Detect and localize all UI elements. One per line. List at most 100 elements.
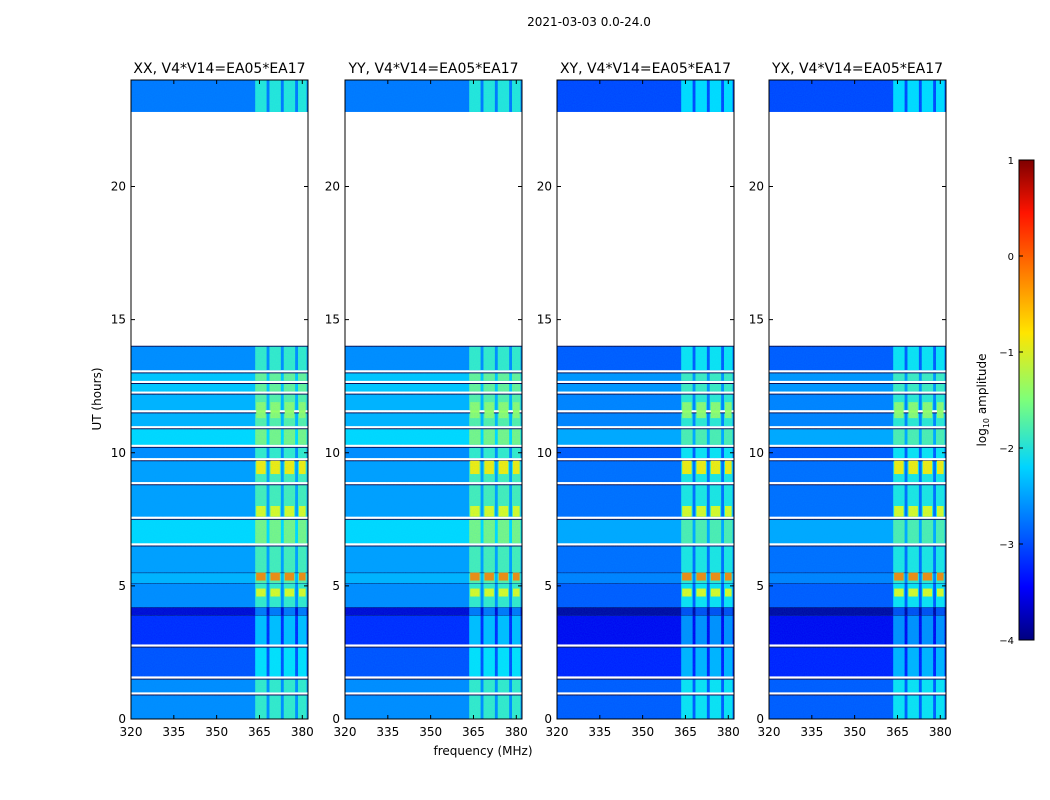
noise-overlay xyxy=(557,346,734,371)
noise-overlay xyxy=(557,647,734,677)
noise-overlay xyxy=(345,428,522,445)
x-tick-label: 335 xyxy=(588,725,611,739)
noise-overlay xyxy=(769,545,946,573)
noise-overlay xyxy=(131,383,308,392)
colorbar-tick-label: −2 xyxy=(999,444,1014,455)
noise-overlay xyxy=(769,460,946,483)
x-tick-label: 365 xyxy=(462,725,485,739)
panel-title: YY, V4*V14=EA05*EA17 xyxy=(347,61,518,77)
panel-yx: YX, V4*V14=EA05*EA17 320 335 350 365 380 0 5 10 1… xyxy=(749,61,952,739)
rfi-event xyxy=(470,402,480,419)
rfi-event xyxy=(484,402,494,419)
y-tick-label: 10 xyxy=(537,446,552,460)
y-tick-label: 5 xyxy=(332,579,340,593)
noise-overlay xyxy=(345,484,522,517)
noise-overlay xyxy=(131,647,308,677)
noise-overlay xyxy=(345,394,522,411)
x-tick-label: 320 xyxy=(546,725,569,739)
noise-overlay xyxy=(345,383,522,392)
colorbar-label: log10 amplitude xyxy=(975,354,991,447)
noise-overlay xyxy=(131,583,308,608)
panels: XX, V4*V14=EA05*EA17 320 335 350 365 380 0 5 10 1… xyxy=(111,61,952,739)
noise-overlay xyxy=(557,412,734,427)
noise-overlay xyxy=(345,447,522,459)
rfi-event xyxy=(682,402,692,419)
noise-overlay xyxy=(131,460,308,483)
x-tick-label: 380 xyxy=(929,725,952,739)
rfi-event xyxy=(299,402,306,419)
x-tick-label: 350 xyxy=(205,725,228,739)
y-tick-label: 0 xyxy=(332,712,340,726)
noise-overlay xyxy=(769,412,946,427)
x-axis-label: frequency (MHz) xyxy=(433,744,532,758)
noise-overlay xyxy=(345,695,522,719)
noise-overlay xyxy=(557,460,734,483)
rfi-event xyxy=(894,402,904,419)
noise-overlay xyxy=(131,679,308,693)
noise-overlay xyxy=(769,394,946,411)
colorbar-tick-label: −4 xyxy=(999,636,1014,647)
noise-overlay xyxy=(769,383,946,392)
noise-overlay xyxy=(131,394,308,411)
noise-overlay xyxy=(557,607,734,616)
panel-yy: YY, V4*V14=EA05*EA17 320 335 350 365 380 0 5 10 1… xyxy=(325,61,528,739)
noise-overlay xyxy=(557,80,734,112)
x-tick-label: 335 xyxy=(376,725,399,739)
rfi-event xyxy=(908,402,918,419)
noise-overlay xyxy=(769,80,946,112)
panel-title: YX, V4*V14=EA05*EA17 xyxy=(771,61,943,77)
noise-overlay xyxy=(345,583,522,608)
rfi-event xyxy=(498,402,509,419)
x-tick-label: 365 xyxy=(674,725,697,739)
noise-overlay xyxy=(557,615,734,645)
x-tick-label: 320 xyxy=(334,725,357,739)
rfi-event xyxy=(710,402,721,419)
noise-overlay xyxy=(131,545,308,573)
rfi-event xyxy=(256,402,266,419)
noise-overlay xyxy=(131,447,308,459)
y-tick-label: 0 xyxy=(756,712,764,726)
y-tick-label: 20 xyxy=(749,180,764,194)
panel-title: XY, V4*V14=EA05*EA17 xyxy=(560,61,731,77)
noise-overlay xyxy=(557,545,734,573)
noise-overlay xyxy=(557,383,734,392)
x-tick-label: 335 xyxy=(800,725,823,739)
noise-overlay xyxy=(769,583,946,608)
noise-overlay xyxy=(345,372,522,381)
noise-overlay xyxy=(345,519,522,544)
noise-overlay xyxy=(345,346,522,371)
colorbar: 1 0 −1 −2 −3 −4 log10 amplitude xyxy=(975,156,1035,647)
noise-overlay xyxy=(769,647,946,677)
y-axis-label: UT (hours) xyxy=(90,367,104,430)
rfi-event xyxy=(922,402,933,419)
plot-frame xyxy=(556,79,735,720)
panel-xx: XX, V4*V14=EA05*EA17 320 335 350 365 380 0 5 10 1… xyxy=(111,61,314,739)
rfi-event xyxy=(284,402,295,419)
noise-overlay xyxy=(557,447,734,459)
noise-overlay xyxy=(131,695,308,719)
x-tick-label: 320 xyxy=(120,725,143,739)
plot-frame xyxy=(344,79,523,720)
noise-overlay xyxy=(769,346,946,371)
panel-title: XX, V4*V14=EA05*EA17 xyxy=(133,61,305,77)
colorbar-tick-label: −3 xyxy=(999,540,1014,551)
x-tick-label: 350 xyxy=(419,725,442,739)
noise-overlay xyxy=(769,428,946,445)
figure-suptitle: 2021-03-03 0.0-24.0 xyxy=(527,15,651,29)
noise-overlay xyxy=(769,519,946,544)
rfi-event xyxy=(725,402,732,419)
y-tick-label: 10 xyxy=(749,446,764,460)
noise-overlay xyxy=(557,695,734,719)
noise-overlay xyxy=(557,372,734,381)
noise-overlay xyxy=(131,412,308,427)
y-tick-label: 0 xyxy=(118,712,126,726)
noise-overlay xyxy=(345,572,522,584)
x-tick-label: 365 xyxy=(886,725,909,739)
noise-overlay xyxy=(131,615,308,645)
noise-overlay xyxy=(769,447,946,459)
noise-overlay xyxy=(131,607,308,616)
noise-overlay xyxy=(557,484,734,517)
noise-overlay xyxy=(557,519,734,544)
noise-overlay xyxy=(345,647,522,677)
